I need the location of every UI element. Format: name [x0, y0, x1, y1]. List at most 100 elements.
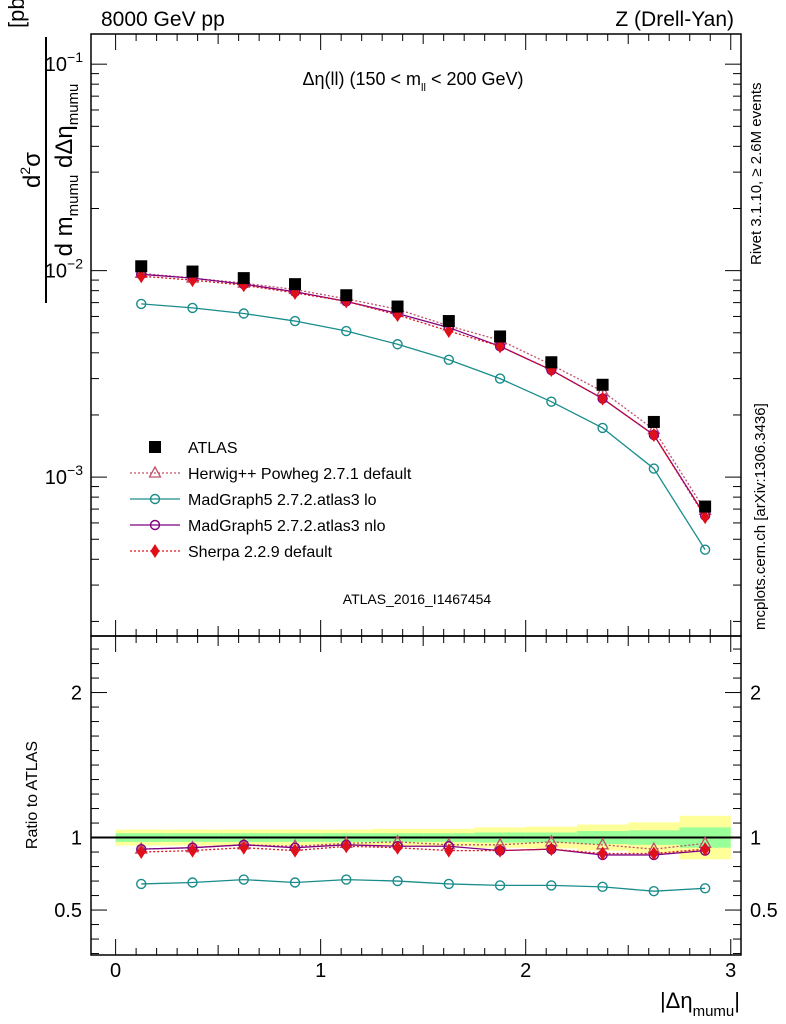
ratio-point-sherpa — [649, 846, 659, 861]
ylabel-den-d1: d m — [51, 216, 78, 256]
main-panel-series — [134, 260, 712, 555]
data-point-madgraph_lo — [546, 396, 557, 407]
analysis-watermark: ATLAS_2016_I1467454 — [343, 591, 492, 607]
ratio-panel-series — [134, 834, 712, 897]
data-point-sherpa — [444, 324, 454, 339]
data-point-atlas — [391, 300, 404, 313]
data-point-madgraph_lo — [238, 308, 249, 319]
y-axis-label-ratio: Ratio to ATLAS — [24, 741, 41, 849]
ratio-panel-frame — [90, 635, 742, 956]
series-line-sherpa — [141, 275, 706, 518]
x-tick-label: 0 — [110, 960, 121, 982]
ratio-line-madgraph_nlo — [141, 844, 706, 856]
legend-entry-atlas: ATLAS — [149, 440, 238, 457]
data-point-atlas — [289, 278, 302, 291]
ratio-line-madgraph_lo — [141, 878, 706, 892]
ratio-point-madgraph_lo — [238, 874, 249, 885]
axis-ticks: 10−1 10−2 10−3 0 1 2 3 0.5 0.5 1 1 2 2 — [45, 34, 778, 982]
header-left: 8000 GeV pp — [101, 8, 225, 31]
ratio-point-sherpa — [700, 842, 710, 857]
legend-entry-sherpa: Sherpa 2.2.9 default — [130, 544, 333, 561]
legend-marker-madgraph_lo — [149, 493, 161, 505]
legend-marker-madgraph_nlo — [149, 519, 161, 531]
legend-marker-atlas — [149, 441, 161, 453]
y-tick-label-ratio: 2 — [71, 683, 82, 705]
ratio-point-sherpa — [444, 843, 454, 858]
data-point-atlas — [596, 378, 609, 391]
data-point-atlas — [237, 272, 250, 285]
data-point-atlas — [186, 265, 199, 278]
ratio-uncertainty-bands — [91, 815, 741, 860]
ratio-point-madgraph_lo — [341, 874, 352, 885]
data-point-sherpa — [700, 510, 710, 525]
plot-title: Δη(ll) (150 < mll < 200 GeV) — [302, 69, 523, 94]
data-point-madgraph_lo — [648, 463, 660, 474]
x-axis-label: |Δηmumu| — [660, 988, 740, 1020]
ratio-point-madgraph_lo — [289, 877, 301, 888]
data-point-madgraph_lo — [392, 339, 403, 350]
axes-frames — [90, 33, 742, 956]
ratio-point-sherpa — [495, 843, 505, 858]
legend-entry-madgraph_nlo: MadGraph5 2.7.2.atlas3 nlo — [130, 518, 386, 535]
data-point-madgraph_lo — [699, 544, 711, 555]
y-tick-label-ratio: 0.5 — [54, 900, 82, 922]
ratio-point-madgraph_lo — [392, 875, 403, 887]
y-tick-label-ratio-right: 1 — [750, 828, 761, 850]
x-tick-label: 1 — [315, 960, 326, 982]
xlabel-sub: mumu — [693, 1003, 735, 1020]
y-tick-label-ratio-right: 0.5 — [750, 900, 778, 922]
y-tick-label-main: 10−3 — [45, 462, 83, 489]
data-point-atlas — [494, 330, 507, 343]
series-line-madgraph_lo — [141, 303, 706, 551]
xlabel-end: | — [734, 988, 740, 1013]
legend-label-atlas: ATLAS — [188, 440, 238, 457]
y-tick-label-ratio-right: 2 — [750, 683, 761, 705]
x-tick-label: 2 — [520, 960, 531, 982]
data-point-atlas — [699, 500, 712, 513]
y-tick-label-ratio: 1 — [71, 828, 82, 850]
y-axis-label-main: d2σ d mmumu dΔηmumu [pb/GeV] — [4, 0, 82, 303]
ratio-point-sherpa — [393, 840, 403, 855]
data-point-madgraph_lo — [289, 315, 301, 327]
data-point-madgraph_lo — [597, 422, 608, 434]
legend-label-madgraph_lo: MadGraph5 2.7.2.atlas3 lo — [188, 492, 377, 509]
ratio-point-madgraph_lo — [699, 883, 711, 894]
legend: ATLAS Herwig++ Powheg 2.7.1 default MadGra… — [130, 440, 412, 561]
legend-entry-herwig: Herwig++ Powheg 2.7.1 default — [130, 465, 412, 483]
ylabel-num-sigma: σ — [19, 152, 46, 167]
data-point-madgraph_lo — [187, 302, 198, 314]
legend-marker-herwig — [148, 465, 162, 478]
legend-label-herwig: Herwig++ Powheg 2.7.1 default — [188, 466, 412, 483]
ratio-point-sherpa — [598, 846, 608, 861]
ratio-point-madgraph_lo — [648, 886, 660, 897]
data-point-sherpa — [649, 427, 659, 442]
data-point-sherpa — [495, 339, 505, 354]
x-tick-label: 3 — [725, 960, 736, 982]
ratio-point-madgraph_lo — [546, 880, 557, 891]
ratio-point-sherpa — [290, 843, 300, 858]
ratio-point-sherpa — [187, 843, 197, 858]
data-point-madgraph_lo — [136, 298, 147, 310]
ylabel-num-d: d — [19, 175, 46, 188]
ratio-point-madgraph_lo — [187, 877, 198, 888]
ylabel-unit: [pb/GeV] — [4, 0, 29, 28]
svg-text:d mmumu dΔηmumu: d mmumu dΔηmumu — [51, 84, 82, 257]
data-point-sherpa — [598, 391, 608, 406]
header-right: Z (Drell-Yan) — [615, 8, 734, 31]
data-point-madgraph_lo — [494, 373, 506, 384]
svg-text:d2σ: d2σ — [17, 152, 46, 188]
ratio-point-sherpa — [239, 840, 249, 855]
rivet-label: Rivet 3.1.10, ≥ 2.6M events — [748, 83, 765, 266]
data-point-madgraph_lo — [341, 325, 352, 337]
ratio-point-madgraph_lo — [494, 880, 506, 891]
ylabel-den-sub2: mumu — [65, 84, 82, 126]
y-tick-label-main: 10−2 — [45, 256, 83, 283]
legend-entry-madgraph_lo: MadGraph5 2.7.2.atlas3 lo — [130, 492, 377, 509]
ratio-point-madgraph_lo — [136, 878, 147, 890]
title-sub: ll — [421, 82, 426, 94]
data-point-atlas — [135, 260, 148, 273]
data-point-atlas — [647, 415, 660, 428]
ylabel-den-d2: dΔη — [51, 125, 78, 174]
title-main: Δη(ll) (150 < m — [302, 69, 421, 89]
